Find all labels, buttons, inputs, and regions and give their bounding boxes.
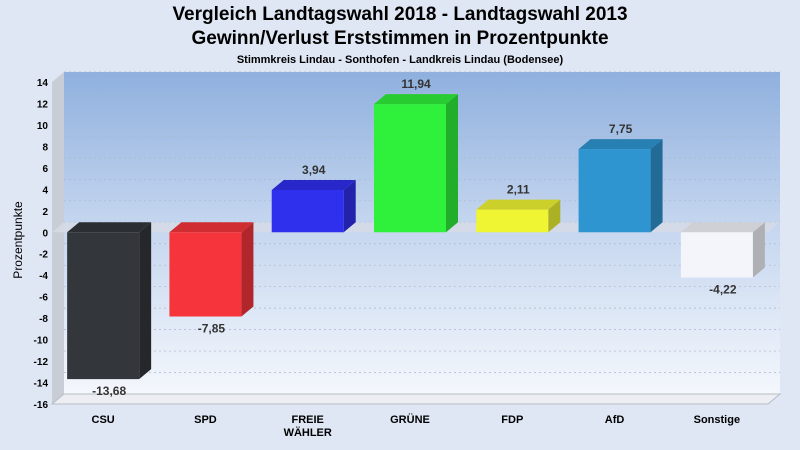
bar-side	[650, 139, 663, 233]
bar	[578, 139, 663, 233]
bar-top	[271, 179, 356, 190]
x-tick-label: FDP	[501, 414, 523, 426]
y-tick-label: -14	[34, 379, 49, 390]
x-tick-label: AfD	[605, 414, 625, 426]
x-tick-label: FREIE	[292, 414, 324, 426]
bar-top	[680, 222, 765, 233]
bar-side	[752, 222, 765, 278]
x-tick-label: Sonstige	[694, 414, 740, 426]
bar-side	[548, 199, 561, 233]
bar	[169, 222, 254, 317]
y-tick-label: -10	[34, 336, 49, 347]
chart-subtitle: Gewinn/Verlust Erststimmen in Prozentpun…	[191, 28, 609, 49]
y-tick-label: 12	[37, 99, 49, 110]
chart-caption: Stimmkreis Lindau - Sonthofen - Landkrei…	[236, 54, 564, 66]
y-tick-label: 4	[42, 185, 48, 196]
y-tick-label: -12	[34, 357, 49, 368]
y-tick-label: 8	[42, 142, 48, 153]
data-label: 7,75	[609, 122, 633, 136]
bar	[271, 179, 356, 233]
data-label: -7,85	[198, 322, 226, 336]
chart-title: Vergleich Landtagswahl 2018 - Landtagswa…	[172, 4, 628, 25]
x-tick-label: SPD	[194, 414, 217, 426]
bar-front	[169, 232, 242, 317]
bar-front	[578, 149, 651, 233]
x-tick-label: WÄHLER	[284, 426, 332, 439]
data-label: -13,68	[92, 384, 126, 398]
bar-side	[241, 222, 254, 317]
y-tick-label: -2	[39, 250, 48, 261]
data-label: -4,22	[709, 283, 737, 297]
data-label: 11,94	[401, 77, 431, 91]
bar-front	[476, 209, 549, 233]
bar-front	[374, 104, 446, 233]
x-tick-label: GRÜNE	[390, 413, 430, 426]
bar-side	[446, 94, 458, 233]
bar-top	[578, 139, 663, 150]
y-tick-label: 14	[37, 78, 49, 89]
bar-front	[680, 232, 753, 278]
floor	[50, 393, 782, 405]
y-tick-label: -6	[39, 293, 48, 304]
data-label: 2,11	[507, 183, 530, 197]
bar-top	[374, 94, 458, 105]
bar-top	[476, 199, 561, 210]
y-tick-label: -16	[34, 400, 49, 411]
y-tick-label: 6	[42, 164, 48, 175]
bar	[67, 222, 152, 380]
bar-side	[139, 222, 152, 380]
x-tick-label: CSU	[92, 414, 115, 426]
bar-front	[271, 189, 344, 233]
y-axis-label: Prozentpunkte	[11, 201, 25, 279]
bar	[476, 199, 561, 233]
bar-front	[67, 232, 140, 380]
bar-top	[169, 222, 254, 233]
data-label: 3,94	[302, 163, 326, 177]
left-wall	[52, 72, 64, 404]
y-tick-label: 10	[37, 121, 49, 132]
y-tick-label: -4	[39, 271, 48, 282]
bar-side	[343, 179, 356, 233]
y-tick-label: -8	[39, 314, 48, 325]
bar	[680, 222, 765, 278]
bar-top	[67, 222, 152, 233]
bar	[374, 94, 458, 233]
y-tick-label: 2	[42, 207, 48, 218]
y-tick-label: 0	[42, 228, 48, 239]
